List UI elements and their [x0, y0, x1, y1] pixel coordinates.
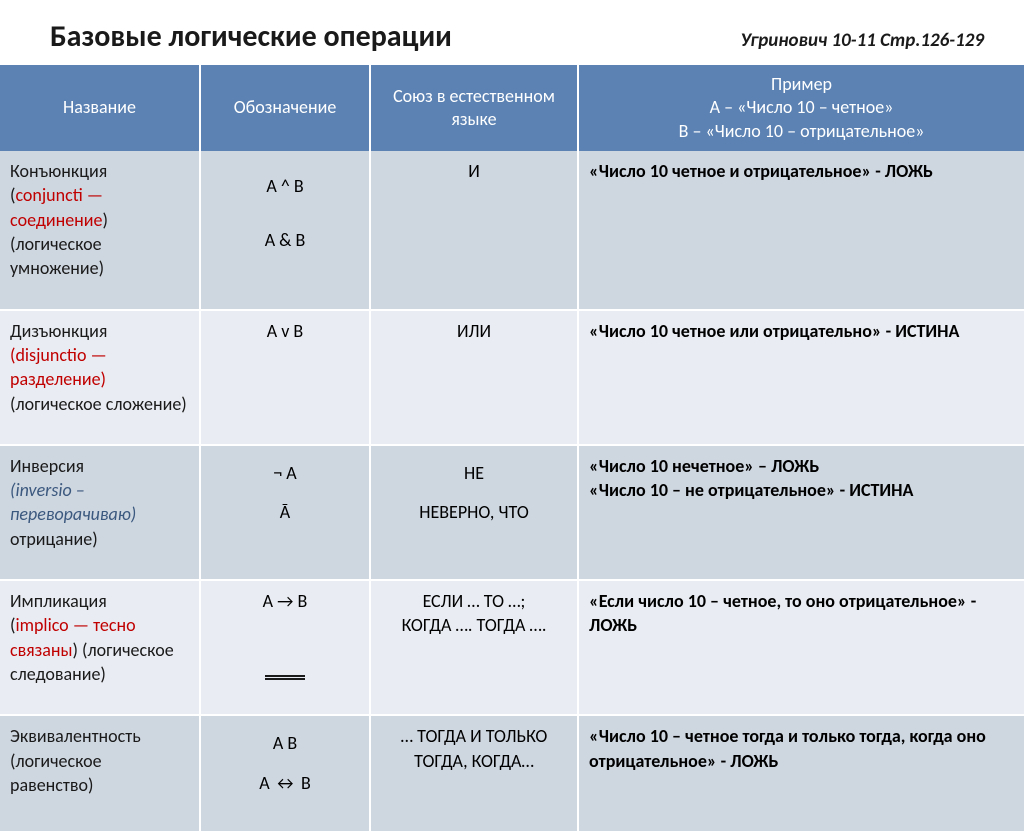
- cell-notation: А ^ В A & B: [200, 151, 370, 309]
- double-line-icon: [265, 675, 305, 680]
- cell-union: ИЛИ: [370, 310, 578, 445]
- notation-line: ¬ A: [273, 462, 296, 484]
- cell-example: «Число 10 нечетное» – ЛОЖЬ «Число 10 – н…: [578, 445, 1024, 580]
- table-row: Дизъюнкция (disjunctio — разделение) (ло…: [0, 310, 1024, 445]
- name-line: Эквивалентность: [10, 725, 141, 747]
- cell-example: «Число 10 четное и отрицательное» - ЛОЖЬ: [578, 151, 1024, 309]
- cell-name: Эквивалентность (логическое равенство): [0, 715, 200, 832]
- example-header-l2: А – «Число 10 – четное»: [710, 96, 894, 118]
- table-row: Инверсия (inversio – переворачиваю) отри…: [0, 445, 1024, 580]
- notation-line: A v B: [267, 320, 303, 342]
- col-header-notation: Обозначение: [200, 65, 370, 151]
- union-line: НЕ: [464, 462, 484, 484]
- name-latin: conjuncti — соединение: [10, 184, 103, 230]
- name-line: (логическое сложение): [10, 393, 187, 415]
- name-line: равенство): [10, 774, 93, 796]
- col-header-name: Название: [0, 65, 200, 151]
- cell-union: ЕСЛИ … ТО …; КОГДА …. ТОГДА ….: [370, 580, 578, 715]
- cell-union: … ТОГДА И ТОЛЬКО ТОГДА, КОГДА…: [370, 715, 578, 832]
- notation-line: A B: [273, 732, 297, 754]
- cell-notation: ¬ A Ā: [200, 445, 370, 580]
- slide-header: Базовые логические операции Угринович 10…: [0, 0, 1024, 65]
- cell-name: Дизъюнкция (disjunctio — разделение) (ло…: [0, 310, 200, 445]
- notation-line: A ↔ B: [259, 772, 311, 794]
- notation-line: Ā: [280, 501, 290, 523]
- example-line: «Число 10 нечетное» – ЛОЖЬ: [589, 455, 819, 477]
- name-line: (логическое умножение): [10, 233, 104, 279]
- name-paren: ): [131, 503, 136, 525]
- cell-notation: A B A ↔ B: [200, 715, 370, 832]
- cell-union: НЕ НЕВЕРНО, ЧТО: [370, 445, 578, 580]
- union-line: НЕВЕРНО, ЧТО: [419, 501, 529, 523]
- table-row: Эквивалентность (логическое равенство) A…: [0, 715, 1024, 832]
- notation-line: А ^ В: [266, 175, 303, 197]
- union-line: И: [468, 160, 480, 182]
- page-title: Базовые логические операции: [50, 18, 452, 55]
- name-line: (логическое: [10, 750, 102, 772]
- name-line: Конъюнкция: [10, 160, 107, 182]
- cell-notation: A → B: [200, 580, 370, 715]
- union-line: КОГДА …. ТОГДА ….: [402, 614, 547, 636]
- cell-name: Инверсия (inversio – переворачиваю) отри…: [0, 445, 200, 580]
- logic-operations-table: Название Обозначение Союз в естественном…: [0, 65, 1024, 833]
- name-line: Дизъюнкция: [10, 320, 107, 342]
- example-header-l1: Пример: [771, 73, 832, 95]
- table-row: Конъюнкция (conjuncti — соединение) (лог…: [0, 151, 1024, 309]
- page-reference: Угринович 10-11 Стр.126-129: [740, 29, 984, 52]
- name-line: Инверсия: [10, 455, 84, 477]
- example-header-l3: В – «Число 10 – отрицательное»: [679, 120, 925, 142]
- name-paren: ): [101, 368, 106, 390]
- cell-union: И: [370, 151, 578, 309]
- notation-line: A & B: [265, 229, 306, 251]
- example-line: «Число 10 – не отрицательное» - ИСТИНА: [589, 479, 913, 501]
- table-header-row: Название Обозначение Союз в естественном…: [0, 65, 1024, 151]
- table-row: Импликация (implico — тесно связаны) (ло…: [0, 580, 1024, 715]
- cell-name: Конъюнкция (conjuncti — соединение) (лог…: [0, 151, 200, 309]
- name-paren: ): [102, 209, 107, 231]
- cell-example: «Число 10 – четное тогда и только тогда,…: [578, 715, 1024, 832]
- name-latin: inversio – переворачиваю: [10, 479, 131, 525]
- union-line: ИЛИ: [457, 320, 491, 342]
- union-line: ЕСЛИ … ТО …;: [423, 590, 526, 612]
- cell-example: «Если число 10 – четное, то оно отрицате…: [578, 580, 1024, 715]
- name-line: отрицание): [10, 528, 98, 550]
- name-latin: disjunctio — разделение: [10, 344, 107, 390]
- cell-example: «Число 10 четное или отрицательно» - ИСТ…: [578, 310, 1024, 445]
- cell-notation: A v B: [200, 310, 370, 445]
- name-line: Импликация: [10, 590, 107, 612]
- cell-name: Импликация (implico — тесно связаны) (ло…: [0, 580, 200, 715]
- col-header-union: Союз в естественном языке: [370, 65, 578, 151]
- notation-line: A → B: [263, 590, 308, 612]
- col-header-example: Пример А – «Число 10 – четное» В – «Числ…: [578, 65, 1024, 151]
